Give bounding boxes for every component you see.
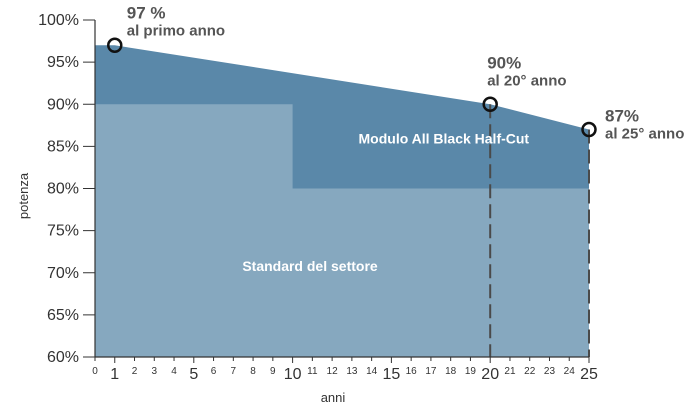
x-tick-label: 14: [366, 366, 378, 377]
x-tick-label: 9: [270, 366, 276, 377]
x-tick-label: 21: [504, 366, 516, 377]
x-tick-label: 23: [544, 366, 556, 377]
annotation-value-1: 97 %: [127, 3, 166, 22]
y-tick-label: 60%: [47, 349, 79, 366]
x-tick-label: 10: [284, 366, 302, 383]
y-tick-label: 85%: [47, 138, 79, 155]
chart-areas: [95, 45, 589, 358]
x-axis-ticks: 0 1 2 3 4 5 6 7 8 9 10 11 12 13 14 15 16 17 18 19 20 21 22 23 24…: [92, 357, 598, 383]
x-axis-title: anni: [321, 390, 346, 405]
x-tick-label: 16: [406, 366, 418, 377]
y-axis-ticks: 60% 65% 70% 75% 80% 85% 90% 95% 100%: [38, 12, 95, 366]
annotation-value-3: 87%: [605, 107, 639, 126]
y-tick-label: 90%: [47, 96, 79, 113]
annotation-marker-2: [482, 96, 498, 112]
annotation-text-3: al 25° anno: [605, 126, 684, 143]
x-tick-label: 25: [580, 366, 598, 383]
x-tick-label: 20: [481, 366, 499, 383]
x-tick-label: 15: [383, 366, 401, 383]
y-tick-label: 95%: [47, 54, 79, 71]
x-tick-label: 5: [189, 366, 198, 383]
x-tick-label: 3: [151, 366, 157, 377]
y-tick-label: 65%: [47, 307, 79, 324]
x-tick-label: 2: [132, 366, 138, 377]
y-tick-label: 80%: [47, 181, 79, 198]
x-tick-label: 4: [171, 366, 177, 377]
x-tick-label: 19: [465, 366, 477, 377]
annotation-marker-1: [107, 37, 123, 54]
y-axis-title: potenza: [16, 172, 31, 219]
x-tick-label: 12: [327, 366, 339, 377]
reference-lines: [489, 104, 590, 357]
annotation-markers: 97 %al primo anno 90%al 20° anno 87%al 25°…: [107, 3, 684, 143]
x-tick-label: 1: [110, 366, 119, 383]
y-tick-label: 100%: [38, 12, 79, 29]
area-labels: Modulo All Black Half-Cut Standard del se…: [242, 130, 529, 273]
x-tick-label: 13: [346, 366, 358, 377]
series-area-2: [95, 104, 589, 357]
x-tick-label: 18: [445, 366, 457, 377]
x-tick-label: 8: [250, 366, 256, 377]
annotation-marker-3: [581, 121, 597, 138]
y-tick-label: 75%: [47, 223, 79, 240]
x-tick-label: 0: [92, 366, 98, 377]
x-tick-label: 7: [231, 366, 237, 377]
y-tick-label: 70%: [47, 265, 79, 282]
annotation-text-2: al 20° anno: [487, 72, 566, 89]
x-tick-label: 17: [425, 366, 437, 377]
x-tick-label: 11: [307, 366, 318, 377]
x-tick-label: 24: [564, 366, 576, 377]
series-label-1: Modulo All Black Half-Cut: [359, 130, 530, 146]
x-tick-label: 22: [524, 366, 536, 377]
annotation-value-2: 90%: [487, 53, 521, 72]
x-tick-label: 6: [211, 366, 217, 377]
series-label-2: Standard del settore: [242, 258, 378, 274]
annotation-text-1: al primo anno: [127, 22, 225, 39]
